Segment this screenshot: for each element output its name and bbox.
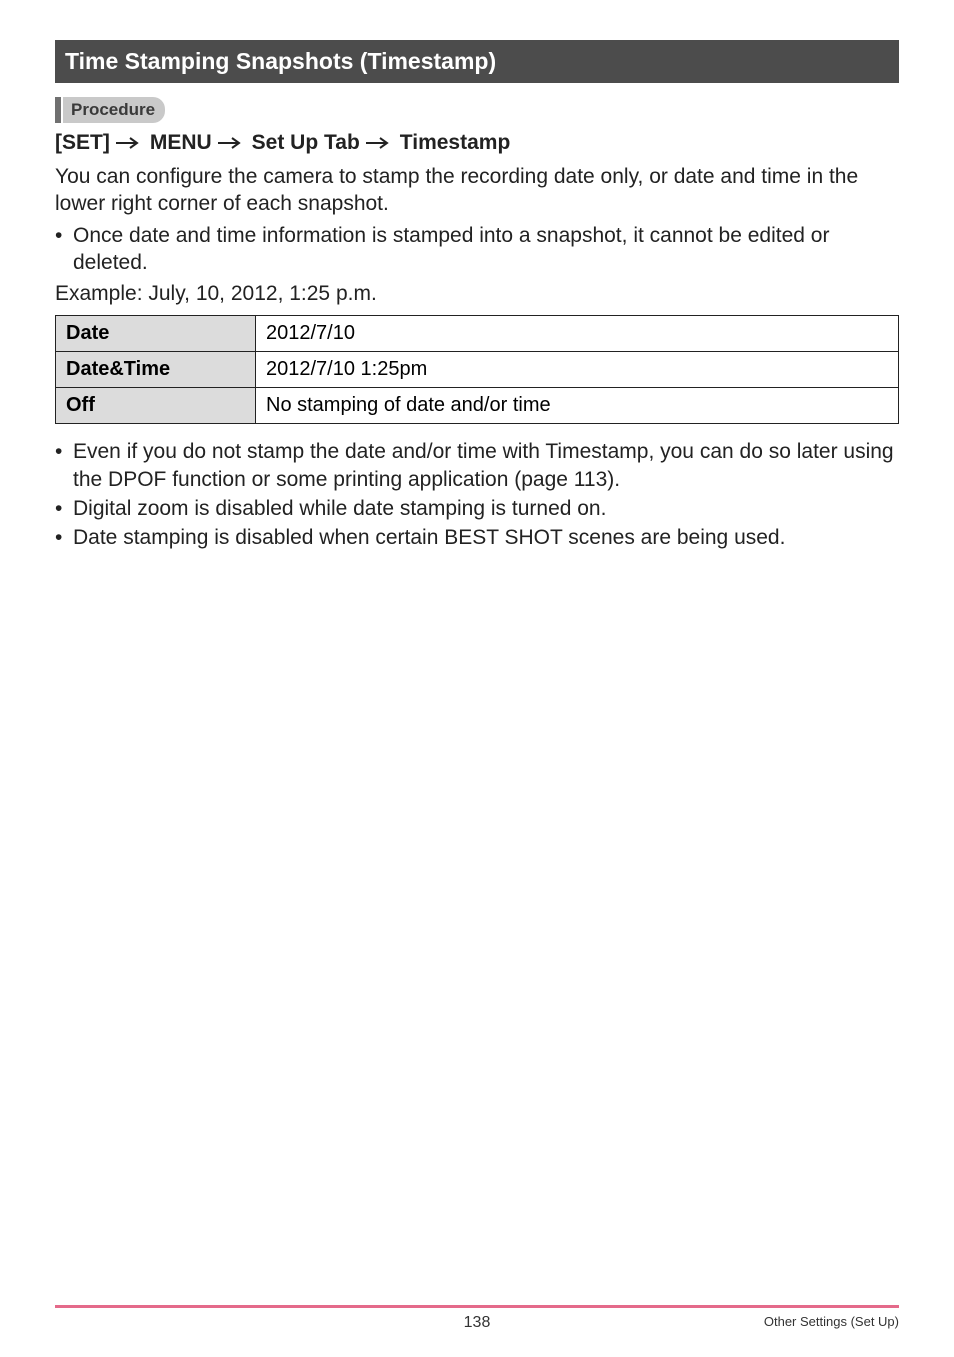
breadcrumb-seg-menu: MENU [150,131,212,155]
after-bullet-row: • Digital zoom is disabled while date st… [55,495,899,522]
table-row: Date&Time 2012/7/10 1:25pm [56,352,899,388]
procedure-chip: Procedure [63,97,165,123]
bullet-icon: • [55,495,73,522]
page-number: 138 [464,1314,491,1332]
footer-row: 138 Other Settings (Set Up) [55,1314,899,1329]
example-line: Example: July, 10, 2012, 1:25 p.m. [55,280,899,307]
breadcrumb: [SET] MENU Set Up Tab Timestamp [55,131,899,155]
footer-divider [55,1305,899,1308]
page-footer: 138 Other Settings (Set Up) [55,1305,899,1329]
intro-bullet-row: • Once date and time information is stam… [55,222,899,277]
bullet-icon: • [55,222,73,277]
breadcrumb-seg-timestamp: Timestamp [400,131,511,155]
arrow-icon [366,131,394,155]
bullet-icon: • [55,438,73,493]
procedure-label-row: Procedure [55,97,899,123]
footer-section-label: Other Settings (Set Up) [764,1314,899,1329]
timestamp-options-table: Date 2012/7/10 Date&Time 2012/7/10 1:25p… [55,315,899,424]
breadcrumb-seg-set: [SET] [55,131,110,155]
table-row: Date 2012/7/10 [56,316,899,352]
row-value-off: No stamping of date and/or time [256,388,899,424]
breadcrumb-seg-setup: Set Up Tab [252,131,360,155]
intro-paragraph: You can configure the camera to stamp th… [55,163,899,218]
table-row: Off No stamping of date and/or time [56,388,899,424]
after-bullet-text: Digital zoom is disabled while date stam… [73,495,606,522]
row-value-datetime: 2012/7/10 1:25pm [256,352,899,388]
row-label-date: Date [56,316,256,352]
row-label-datetime: Date&Time [56,352,256,388]
after-bullet-row: • Even if you do not stamp the date and/… [55,438,899,493]
after-bullet-text: Date stamping is disabled when certain B… [73,524,785,551]
row-label-off: Off [56,388,256,424]
page-container: Time Stamping Snapshots (Timestamp) Proc… [0,0,954,1357]
arrow-icon [218,131,246,155]
intro-bullet-text: Once date and time information is stampe… [73,222,899,277]
after-bullet-row: • Date stamping is disabled when certain… [55,524,899,551]
procedure-accent-bar [55,97,61,123]
arrow-icon [116,131,144,155]
section-heading: Time Stamping Snapshots (Timestamp) [55,40,899,83]
bullet-icon: • [55,524,73,551]
row-value-date: 2012/7/10 [256,316,899,352]
after-bullet-text: Even if you do not stamp the date and/or… [73,438,899,493]
